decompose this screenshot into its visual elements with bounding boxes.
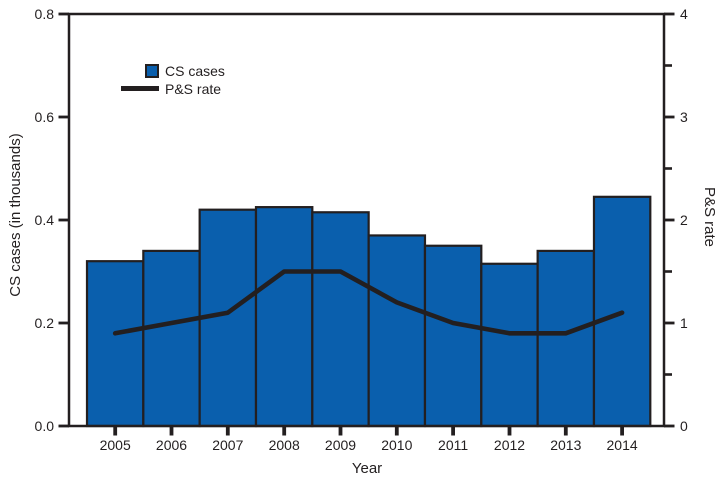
left-axis-tick-0.8	[58, 12, 69, 16]
right-axis-tick-label-3: 3	[680, 109, 688, 125]
x-axis-tick-label-2010: 2010	[381, 437, 412, 453]
x-axis-tick-2013	[563, 427, 568, 436]
left-axis-tick-0.0	[58, 424, 69, 428]
bar-2011	[423, 244, 483, 428]
right-axis-minor-tick-2.5	[664, 167, 672, 170]
x-axis-tick-2006	[169, 427, 174, 436]
right-axis-tick-3	[664, 115, 675, 119]
x-axis-tick-label-2006: 2006	[156, 437, 187, 453]
x-axis-tick-2011	[451, 427, 455, 436]
x-axis-tick-label-2009: 2009	[325, 437, 356, 453]
right-axis-minor-tick-0.5	[664, 373, 672, 376]
x-axis-tick-2007	[225, 427, 230, 436]
legend-label-cs-cases: CS cases	[165, 63, 225, 79]
x-axis-tick-label-2014: 2014	[607, 437, 638, 453]
x-axis-tick-label-2013: 2013	[550, 437, 581, 453]
legend-swatch-cs-cases-icon	[145, 64, 159, 78]
right-axis-tick-4	[664, 12, 675, 16]
x-axis-tick-label-2005: 2005	[100, 437, 131, 453]
left-axis-tick-label-0.2: 0.2	[35, 315, 55, 331]
right-axis-tick-label-4: 4	[680, 6, 688, 22]
bar-2013	[536, 249, 596, 428]
bar-2009	[311, 211, 370, 428]
right-axis-minor-tick-3.5	[664, 64, 672, 67]
ps-rate-line	[112, 269, 625, 336]
bar-2010	[367, 234, 427, 428]
x-axis-tick-2010	[394, 427, 399, 436]
right-axis-tick-1	[664, 321, 675, 325]
bar-2005	[85, 260, 145, 428]
right-axis-minor-tick-1.5	[664, 270, 672, 273]
x-axis-tick-label-2008: 2008	[269, 437, 300, 453]
left-axis-title: CS cases (in thousands)	[7, 133, 24, 297]
x-axis-tick-2005	[113, 427, 118, 436]
left-axis-tick-label-0.4: 0.4	[35, 212, 55, 228]
right-axis-title: P&S rate	[701, 186, 718, 248]
left-axis-tick-0.6	[58, 115, 69, 119]
x-axis-tick-2009	[338, 427, 343, 436]
x-axis-tick-2014	[620, 427, 624, 436]
right-axis-tick-label-1: 1	[680, 315, 688, 331]
x-axis-tick-2008	[282, 427, 287, 436]
right-axis-tick-label-2: 2	[680, 212, 688, 228]
x-axis-tick-2012	[507, 427, 512, 436]
left-axis-tick-0.2	[58, 321, 69, 325]
left-axis-tick-label-0.6: 0.6	[35, 109, 55, 125]
right-axis-tick-2	[664, 218, 675, 222]
right-axis-tick-0	[664, 424, 675, 428]
right-axis-tick-label-0: 0	[680, 418, 688, 434]
bar-2012	[480, 262, 539, 428]
legend-label-ps-rate: P&S rate	[165, 81, 222, 97]
left-axis-tick-label-0.8: 0.8	[35, 6, 55, 22]
legend-swatch-ps-rate-icon	[121, 86, 159, 91]
left-axis-tick-label-0.0: 0.0	[35, 418, 55, 434]
left-axis-tick-0.4	[58, 218, 69, 222]
x-axis-tick-label-2012: 2012	[494, 437, 525, 453]
x-axis-tick-label-2007: 2007	[212, 437, 243, 453]
x-axis-title: Year	[351, 460, 383, 477]
bar-2006	[142, 249, 201, 428]
bar-2008	[254, 206, 314, 428]
x-axis-tick-label-2011: 2011	[438, 437, 468, 453]
